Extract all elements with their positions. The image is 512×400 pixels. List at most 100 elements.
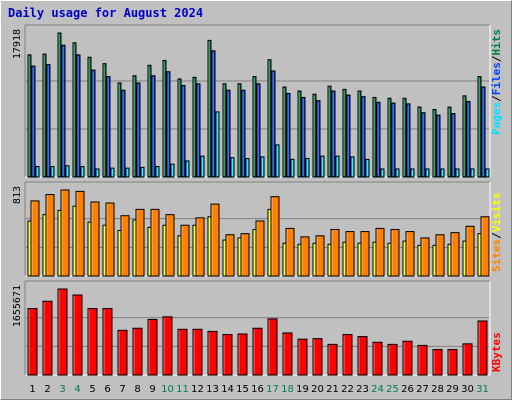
bar-pages-day-31 xyxy=(485,168,490,178)
bar-pages-day-18 xyxy=(290,158,295,178)
bar-files-day-6 xyxy=(106,76,111,178)
panel-visits-sites: 813 Sites/Visits xyxy=(12,181,503,277)
x-tick-day-5: 5 xyxy=(89,384,95,395)
bar-files-day-26 xyxy=(406,103,411,178)
bar-hits-day-31 xyxy=(477,76,482,178)
x-tick-day-6: 6 xyxy=(104,384,110,395)
bar-kbytes-day-22 xyxy=(342,333,353,376)
bar-kbytes-day-28 xyxy=(432,349,443,376)
bar-files-day-12 xyxy=(196,83,201,178)
x-tick-day-23: 23 xyxy=(356,384,369,395)
x-tick-day-3: 3 xyxy=(59,384,65,395)
bar-hits-day-30 xyxy=(462,95,467,178)
x-tick-day-28: 28 xyxy=(431,384,444,395)
bar-pages-day-23 xyxy=(365,158,370,178)
bar-kbytes-day-5 xyxy=(87,308,98,376)
bar-sites-day-16 xyxy=(255,220,265,277)
bar-hits-day-4 xyxy=(72,42,77,178)
bar-hits-day-16 xyxy=(252,76,257,178)
legend-item-files: Files xyxy=(490,62,503,95)
bar-hits-day-2 xyxy=(42,53,47,178)
bar-sites-day-2 xyxy=(45,194,55,277)
bar-hits-day-12 xyxy=(192,76,197,178)
bar-kbytes-day-30 xyxy=(462,343,473,376)
bar-files-day-16 xyxy=(256,83,261,178)
bar-sites-day-17 xyxy=(270,196,280,277)
x-tick-day-15: 15 xyxy=(236,384,249,395)
bar-sites-day-28 xyxy=(435,234,445,277)
x-tick-day-30: 30 xyxy=(461,384,474,395)
bar-hits-day-6 xyxy=(102,63,107,178)
bar-pages-day-30 xyxy=(470,168,475,178)
x-tick-day-9: 9 xyxy=(149,384,155,395)
legend-text: KBytes xyxy=(490,332,503,372)
bar-sites-day-11 xyxy=(180,224,190,277)
bar-hits-day-22 xyxy=(342,88,347,178)
bar-kbytes-day-14 xyxy=(222,333,233,376)
bar-hits-day-19 xyxy=(297,90,302,178)
bar-hits-day-9 xyxy=(147,64,152,178)
bar-hits-day-13 xyxy=(207,39,212,178)
x-tick-day-17: 17 xyxy=(266,384,279,395)
bar-sites-day-31 xyxy=(480,216,490,277)
legend-item-sites: Sites xyxy=(490,239,503,272)
x-tick-day-29: 29 xyxy=(446,384,459,395)
bar-hits-day-25 xyxy=(387,97,392,178)
bar-hits-day-14 xyxy=(222,83,227,178)
bar-sites-day-6 xyxy=(105,202,115,277)
bar-sites-day-30 xyxy=(465,225,475,277)
bar-sites-day-21 xyxy=(330,228,340,277)
bar-pages-day-13 xyxy=(215,111,220,178)
bar-hits-day-21 xyxy=(327,85,332,178)
bar-sites-day-5 xyxy=(90,201,100,277)
bar-sites-day-19 xyxy=(300,236,310,277)
legend-item-pages: Pages xyxy=(490,102,503,135)
bar-files-day-17 xyxy=(271,70,276,178)
bar-pages-day-15 xyxy=(245,158,250,178)
bar-hits-day-29 xyxy=(447,106,452,178)
bar-files-day-14 xyxy=(226,89,231,178)
bar-kbytes-day-19 xyxy=(297,338,308,376)
bar-files-day-5 xyxy=(91,69,96,178)
bar-pages-day-2 xyxy=(50,166,55,178)
bar-files-day-9 xyxy=(151,75,156,178)
bar-kbytes-day-9 xyxy=(147,318,158,376)
bar-hits-day-17 xyxy=(267,59,272,178)
bar-pages-day-29 xyxy=(455,168,460,178)
bar-files-day-30 xyxy=(466,100,471,178)
bar-pages-day-11 xyxy=(185,160,190,178)
bar-hits-day-10 xyxy=(162,59,167,178)
bar-sites-day-12 xyxy=(195,217,205,277)
bar-pages-day-26 xyxy=(410,168,415,178)
bar-sites-day-23 xyxy=(360,231,370,277)
bar-pages-day-21 xyxy=(335,155,340,178)
x-tick-day-1: 1 xyxy=(29,384,35,395)
x-tick-day-7: 7 xyxy=(119,384,125,395)
x-tick-day-14: 14 xyxy=(221,384,234,395)
bar-pages-day-1 xyxy=(35,166,40,178)
bar-files-day-3 xyxy=(61,44,66,178)
bar-pages-day-7 xyxy=(125,167,130,178)
bar-kbytes-day-26 xyxy=(402,340,413,376)
bar-hits-day-26 xyxy=(402,97,407,178)
x-tick-day-22: 22 xyxy=(341,384,354,395)
bar-files-day-22 xyxy=(346,94,351,178)
legend-item-hits: Hits xyxy=(490,29,503,56)
bar-sites-day-13 xyxy=(210,203,220,277)
y-max-label: 813 xyxy=(12,186,23,204)
bar-kbytes-day-2 xyxy=(42,300,53,376)
x-tick-day-18: 18 xyxy=(281,384,294,395)
bar-pages-day-19 xyxy=(305,158,310,178)
bar-pages-day-14 xyxy=(230,157,235,178)
bar-kbytes-day-18 xyxy=(282,332,293,376)
bar-pages-day-12 xyxy=(200,155,205,178)
bar-files-day-29 xyxy=(451,113,456,178)
bar-kbytes-day-23 xyxy=(357,336,368,376)
bar-hits-day-27 xyxy=(417,106,422,178)
bar-pages-day-5 xyxy=(95,168,100,178)
bar-sites-day-3 xyxy=(60,189,70,277)
bar-files-day-19 xyxy=(301,96,306,178)
panel-kbytes: 1655671 KBytes xyxy=(12,280,503,376)
bar-kbytes-day-20 xyxy=(312,338,323,376)
